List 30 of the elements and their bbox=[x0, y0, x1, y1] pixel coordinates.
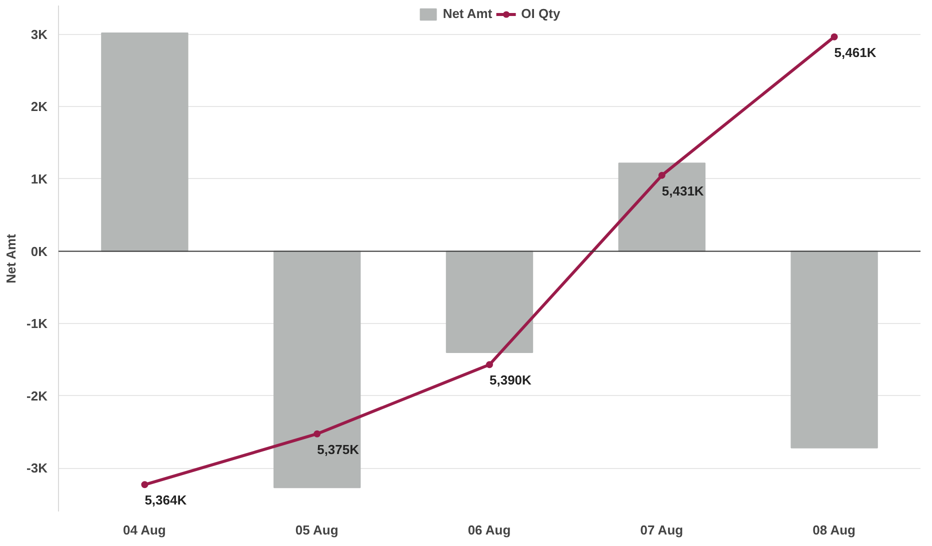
data-label: 5,431K bbox=[662, 183, 704, 198]
data-label: 5,461K bbox=[834, 44, 877, 60]
y-tick-label: 3K bbox=[30, 26, 48, 42]
legend-label: Net Amt bbox=[442, 6, 492, 21]
y-tick-label: 0K bbox=[30, 244, 48, 259]
y-tick-label: 2K bbox=[30, 99, 48, 114]
y-tick-label: 1K bbox=[30, 171, 48, 186]
x-tick-label: 05 Aug bbox=[295, 522, 338, 538]
point bbox=[658, 172, 666, 179]
x-tick-label: 06 Aug bbox=[468, 522, 511, 538]
data-label: 5,364K bbox=[144, 492, 188, 508]
bar bbox=[790, 250, 878, 448]
bar bbox=[274, 250, 361, 488]
x-tick-label: 08 Aug bbox=[812, 522, 856, 538]
point bbox=[830, 33, 838, 40]
bar bbox=[618, 162, 706, 252]
y-tick-label: -2K bbox=[26, 388, 48, 404]
point bbox=[314, 430, 321, 438]
point bbox=[141, 481, 148, 488]
bar bbox=[446, 250, 534, 353]
y-tick-label: -3K bbox=[26, 460, 48, 476]
x-tick-label: 04 Aug bbox=[123, 522, 166, 538]
data-label: 5,375K bbox=[317, 442, 360, 457]
x-tick-label: 07 Aug bbox=[640, 522, 684, 538]
y-axis-title: Net Amt bbox=[4, 233, 19, 284]
bar bbox=[101, 32, 188, 252]
point bbox=[486, 361, 493, 368]
data-label: 5,390K bbox=[490, 372, 532, 388]
legend-label: OI Qty bbox=[521, 6, 560, 21]
y-tick-label: -1K bbox=[26, 316, 48, 332]
